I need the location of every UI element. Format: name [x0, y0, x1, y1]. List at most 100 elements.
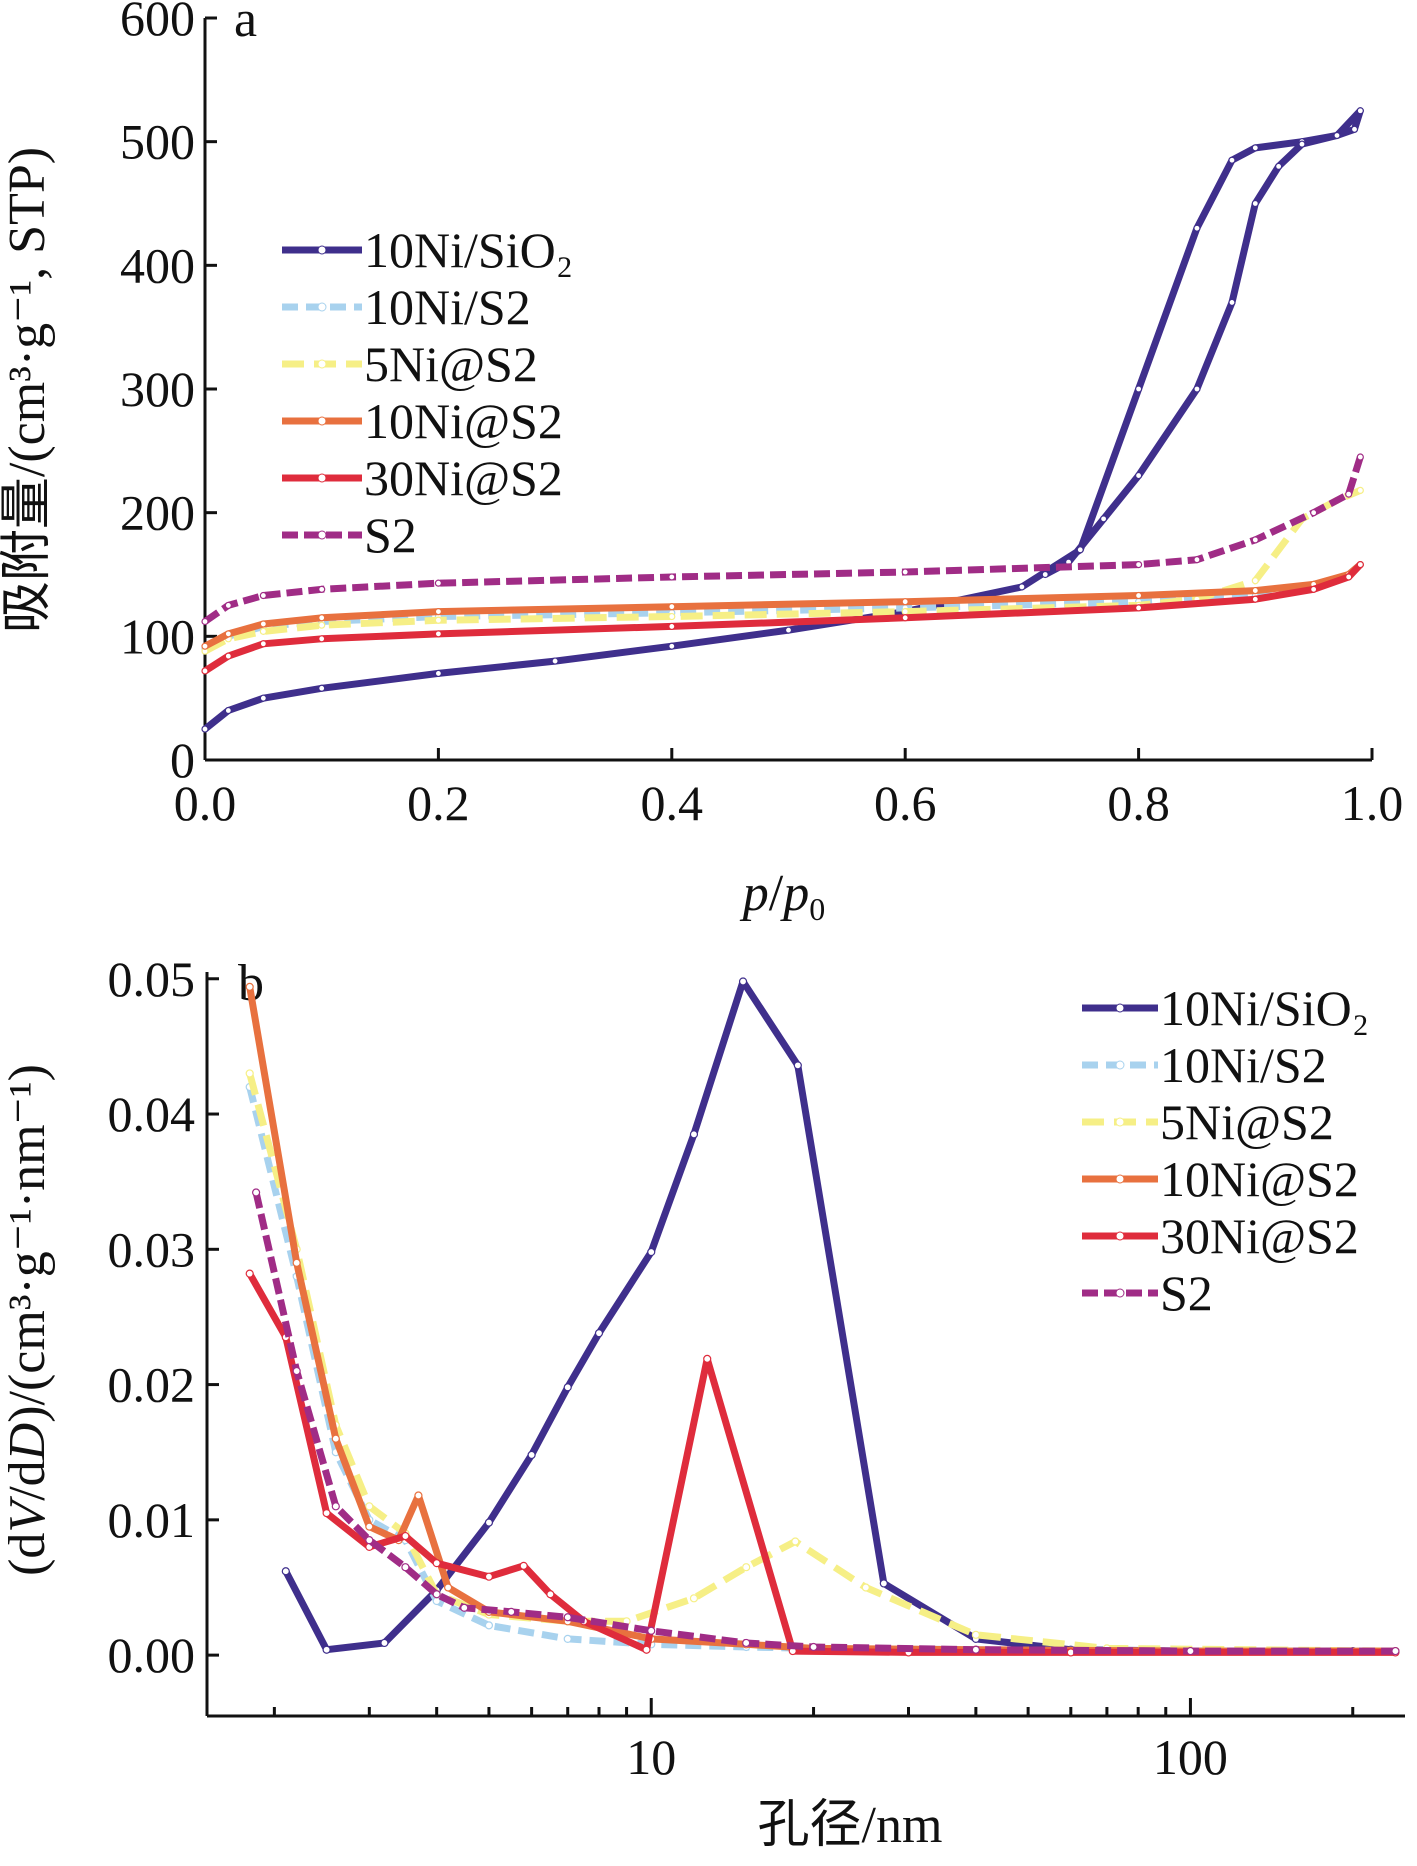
- panel-a-point-10ni-sio: [434, 669, 442, 678]
- panel-b-point-30ni-s2: [322, 1508, 331, 1518]
- panel-a-legend-label: 10Ni/SiO₂: [364, 222, 573, 278]
- panel-a-legend-marker: [317, 416, 327, 426]
- panel-a-point-s2: [1251, 536, 1259, 544]
- panel-a-legend-marker: [317, 302, 327, 312]
- panel-a-y-tick-label: 400: [120, 237, 195, 293]
- panel-a-point-10ni-sio: [1298, 140, 1306, 148]
- panel-b-point-10ni-sio: [594, 1329, 604, 1338]
- panel-b-y-tick-label: 0.03: [108, 1221, 196, 1277]
- panel-a-point-10ni-sio: [1193, 385, 1201, 393]
- panel-a-legend-label: 10Ni@S2: [364, 393, 563, 449]
- panel-a-series-group: [201, 107, 1364, 733]
- panel-a-point-s2: [318, 585, 326, 593]
- panel-b-point-30ni-s2: [484, 1572, 494, 1581]
- panel-a-x-tick-label: 0.8: [1107, 775, 1170, 831]
- panel-a-point-5ni-s2: [1356, 486, 1364, 495]
- panel-a-point-30ni-s2: [1356, 561, 1364, 569]
- panel-b-legend-label: 10Ni@S2: [1160, 1151, 1359, 1207]
- panel-b-legend-marker: [1115, 1117, 1125, 1127]
- panel-b-point-s2: [971, 1645, 980, 1654]
- panel-b-point-10ni-sio: [563, 1383, 572, 1392]
- panel-b-point-s2: [252, 1188, 261, 1197]
- panel-a-xlabel-slash: /: [769, 865, 784, 922]
- panel-a-point-10ni-sio: [1018, 583, 1026, 591]
- panel-a-point-30ni-s2: [1345, 573, 1353, 581]
- panel-b-point-10ni-s2: [414, 1491, 423, 1500]
- panel-a-y-tick-label: 500: [120, 114, 195, 170]
- panel-a-point-10ni-s2: [1251, 586, 1259, 595]
- panel-a-point-10ni-sio: [1041, 570, 1049, 579]
- panel-a-point-10ni-sio: [1134, 471, 1143, 480]
- panel-b-legend-label: 10Ni/S2: [1160, 1037, 1327, 1093]
- panel-a-x-tick-label: 1.0: [1341, 775, 1404, 831]
- panel-a-point-10ni-sio: [668, 642, 676, 650]
- panel-a-point-30ni-s2: [434, 630, 442, 638]
- panel-a-point-s2: [1193, 556, 1201, 564]
- panel-a-point-10ni-sio: [1356, 107, 1364, 115]
- panel-b-point-s2: [507, 1607, 516, 1616]
- panel-a-point-10ni-sio: [1193, 224, 1201, 232]
- panel-a-y-tick-label: 100: [120, 608, 195, 664]
- panel-a-legend-marker: [317, 245, 327, 255]
- panel-a-point-5ni-s2: [318, 621, 326, 629]
- panel-a-point-s2: [434, 579, 442, 587]
- panel-b-point-30ni-s2: [642, 1645, 651, 1654]
- panel-b-series-group: [245, 977, 1400, 1657]
- panel-b-y-axis-title: (dV/dD)/(cm³·g⁻¹·nm⁻¹): [0, 1064, 56, 1576]
- panel-a-point-5ni-s2: [434, 616, 442, 624]
- panel-b-legend-label: S2: [1160, 1265, 1213, 1321]
- panel-b-y-tick-label: 0.04: [108, 1086, 196, 1142]
- panel-a-point-30ni-s2: [318, 635, 326, 643]
- panel-a-point-s2: [1356, 453, 1364, 461]
- panel-b-y-tick-label: 0.00: [108, 1627, 196, 1683]
- panel-b-point-s2: [563, 1613, 572, 1622]
- panel-a-point-10ni-s2: [668, 603, 676, 611]
- panel-a-point-30ni-s2: [1310, 585, 1318, 593]
- panel-b-point-10ni-s2: [365, 1522, 374, 1531]
- panel-b-point-s2: [292, 1366, 301, 1376]
- panel-b-ylabel-part1: (d: [0, 1533, 56, 1576]
- panel-a-point-10ni-s2: [259, 620, 267, 628]
- panel-a-point-s2: [1134, 561, 1143, 569]
- panel-b-point-10ni-s2: [292, 1258, 301, 1267]
- panel-a-x-tick-label: 0.2: [407, 775, 470, 831]
- panel-b-series-10ni-s2: [246, 1086, 1396, 1655]
- panel-a-legend-label: S2: [364, 507, 417, 563]
- panel-a-legend-label: 5Ni@S2: [364, 336, 538, 392]
- panel-b-point-5ni-s2: [365, 1502, 374, 1511]
- panel-a-point-10ni-s2: [434, 607, 442, 616]
- panel-b-legend-label: 5Ni@S2: [1160, 1094, 1334, 1150]
- panel-a-point-10ni-sio: [1251, 144, 1259, 152]
- panel-a-y-tick-label: 600: [120, 0, 195, 46]
- panel-b-point-10ni-sio: [527, 1450, 536, 1460]
- panel-b-point-s2: [460, 1603, 469, 1612]
- panel-b-point-5ni-s2: [791, 1537, 800, 1546]
- panel-a-point-10ni-sio: [1350, 125, 1359, 133]
- panel-b-legend-marker: [1115, 1174, 1125, 1184]
- panel-b-y-tick-label: 0.02: [108, 1357, 196, 1413]
- panel-a-x-axis-title: p/p0: [739, 865, 825, 927]
- panel-b-y-tick-label: 0.01: [108, 1492, 196, 1548]
- panel-a-point-30ni-s2: [201, 667, 209, 675]
- panel-b-point-10ni-sio: [322, 1645, 331, 1654]
- panel-b-legend-marker: [1115, 1288, 1125, 1298]
- panel-b-legend-marker: [1115, 1060, 1125, 1070]
- panel-b-point-s2: [809, 1642, 818, 1652]
- panel-a-point-30ni-s2: [224, 652, 232, 660]
- panel-b-point-10ni-s2: [444, 1583, 453, 1592]
- panel-a-y-tick-label: 200: [120, 485, 195, 541]
- panel-b-ylabel-units: )/(cm³·g⁻¹·nm⁻¹): [0, 1064, 56, 1423]
- panel-a-point-10ni-sio: [551, 657, 559, 665]
- panel-a-series-10ni-s2: [203, 561, 1363, 650]
- panel-a-legend-label: 30Ni@S2: [364, 450, 563, 506]
- panel-b-legend-marker: [1115, 1003, 1125, 1013]
- panel-b-point-10ni-s2: [245, 982, 254, 991]
- panel-b-point-10ni-sio: [793, 1061, 802, 1070]
- panel-b-point-10ni-sio: [380, 1638, 389, 1648]
- panel-b-point-30ni-s2: [245, 1269, 254, 1278]
- panel-a-point-5ni-s2: [259, 627, 267, 635]
- panel-a-legend-label: 10Ni/S2: [364, 279, 531, 335]
